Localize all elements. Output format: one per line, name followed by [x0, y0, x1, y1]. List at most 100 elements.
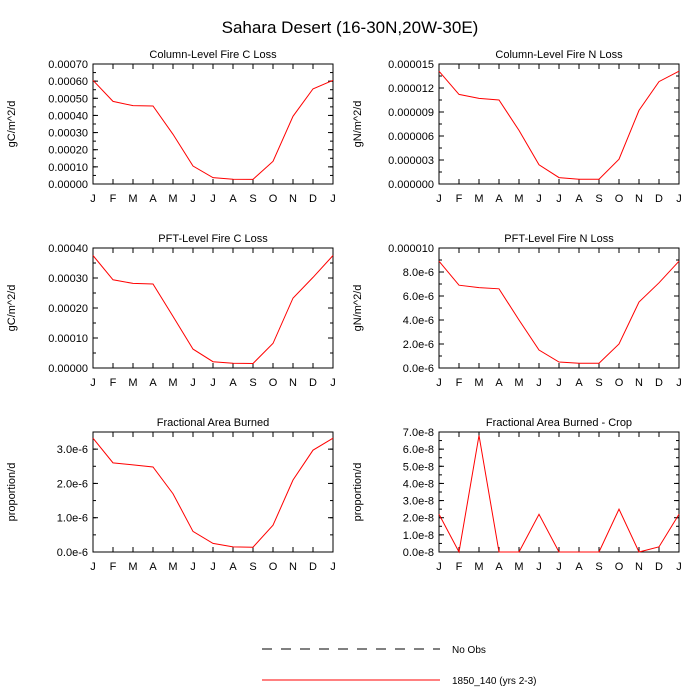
- y-axis-label: gC/m^2/d: [6, 285, 18, 332]
- x-tick-label: S: [595, 193, 602, 205]
- y-tick-label: 0.00000: [48, 363, 88, 375]
- x-tick-label: N: [289, 193, 297, 205]
- y-tick-label: 2.0e-8: [403, 513, 434, 525]
- y-tick-label: 8.0e-6: [403, 267, 434, 279]
- legend-label-no-obs: No Obs: [452, 645, 486, 656]
- x-tick-label: A: [229, 561, 237, 573]
- chart-panel-6: Fractional Area Burned - Crop proportion/…: [352, 417, 682, 573]
- x-tick-label: D: [309, 377, 317, 389]
- x-tick-label: J: [556, 193, 562, 205]
- y-tick-label: 0.000006: [388, 131, 434, 143]
- x-tick-label: J: [556, 561, 562, 573]
- legend-label-model: 1850_140 (yrs 2-3): [452, 676, 537, 687]
- x-tick-label: J: [556, 377, 562, 389]
- x-tick-label: A: [495, 377, 503, 389]
- y-tick-label: 1.0e-8: [403, 530, 434, 542]
- x-tick-label: M: [168, 193, 177, 205]
- x-tick-label: J: [330, 561, 336, 573]
- x-tick-label: S: [249, 561, 256, 573]
- x-tick-label: O: [615, 377, 624, 389]
- x-tick-label: J: [536, 377, 542, 389]
- x-tick-label: A: [149, 561, 157, 573]
- x-tick-label: J: [536, 193, 542, 205]
- x-tick-label: M: [474, 193, 483, 205]
- plot-frame: [438, 63, 680, 185]
- y-tick-label: 0.00040: [48, 110, 88, 122]
- x-tick-label: S: [595, 377, 602, 389]
- x-tick-label: S: [595, 561, 602, 573]
- series-line: [438, 70, 680, 180]
- x-tick-label: F: [110, 377, 117, 389]
- x-tick-label: M: [474, 561, 483, 573]
- x-tick-label: A: [575, 561, 583, 573]
- x-tick-label: J: [676, 377, 682, 389]
- y-axis-label: proportion/d: [352, 463, 364, 522]
- x-tick-label: A: [229, 193, 237, 205]
- x-tick-label: J: [436, 561, 442, 573]
- x-tick-label: N: [635, 377, 643, 389]
- x-tick-label: A: [229, 377, 237, 389]
- y-tick-label: 0.000003: [388, 155, 434, 167]
- panel-title: Fractional Area Burned: [157, 417, 270, 429]
- y-tick-label: 1.0e-6: [57, 513, 88, 525]
- y-tick-label: 0.00010: [48, 333, 88, 345]
- x-tick-label: N: [635, 193, 643, 205]
- x-tick-label: J: [190, 561, 196, 573]
- y-tick-label: 0.00010: [48, 162, 88, 174]
- main-title: Sahara Desert (16-30N,20W-30E): [222, 18, 479, 37]
- y-tick-label: 0.00050: [48, 93, 88, 105]
- chart-panel-4: PFT-Level Fire N Loss gN/m^2/d 0.0e-6 2.0e-…: [352, 233, 682, 389]
- y-axis-label: proportion/d: [6, 463, 18, 522]
- x-tick-label: J: [676, 193, 682, 205]
- x-tick-label: A: [495, 193, 503, 205]
- y-tick-label: 0.00070: [48, 59, 88, 71]
- series-line: [438, 435, 680, 554]
- x-tick-label: J: [436, 377, 442, 389]
- y-tick-label: 0.000009: [388, 107, 434, 119]
- x-tick-label: N: [289, 377, 297, 389]
- x-tick-label: J: [330, 377, 336, 389]
- x-tick-label: A: [495, 561, 503, 573]
- y-tick-label: 0.000012: [388, 83, 434, 95]
- plot-frame: [438, 247, 680, 369]
- plot-frame: [438, 431, 680, 553]
- y-tick-label: 0.00000: [48, 179, 88, 191]
- panel-title: Column-Level Fire N Loss: [495, 49, 623, 61]
- x-tick-label: J: [676, 561, 682, 573]
- panel-title: PFT-Level Fire N Loss: [504, 233, 614, 245]
- panel-title: Fractional Area Burned - Crop: [486, 417, 632, 429]
- x-tick-label: J: [330, 193, 336, 205]
- x-tick-label: M: [128, 561, 137, 573]
- x-tick-label: F: [110, 561, 117, 573]
- y-tick-label: 7.0e-8: [403, 427, 434, 439]
- panel-title: Column-Level Fire C Loss: [149, 49, 277, 61]
- y-tick-label: 2.0e-6: [403, 339, 434, 351]
- y-tick-label: 0.000010: [388, 243, 434, 255]
- series-line: [92, 255, 334, 365]
- chart-panel-1: Column-Level Fire C Loss gC/m^2/d 0.00000 0…: [6, 49, 336, 205]
- legend: No Obs 1850_140 (yrs 2-3): [262, 645, 537, 687]
- x-tick-label: D: [655, 193, 663, 205]
- x-tick-label: D: [655, 377, 663, 389]
- x-tick-label: O: [615, 193, 624, 205]
- chart-panel-2: Column-Level Fire N Loss gN/m^2/d 0.000000…: [352, 49, 682, 205]
- y-tick-label: 6.0e-8: [403, 444, 434, 456]
- x-tick-label: N: [635, 561, 643, 573]
- x-tick-label: M: [128, 193, 137, 205]
- x-tick-label: M: [168, 377, 177, 389]
- x-tick-label: A: [575, 193, 583, 205]
- plot-frame: [92, 247, 334, 369]
- panels: Column-Level Fire C Loss gC/m^2/d 0.00000 0…: [6, 49, 682, 573]
- x-tick-label: J: [190, 193, 196, 205]
- x-tick-label: J: [436, 193, 442, 205]
- y-tick-label: 2.0e-6: [57, 478, 88, 490]
- y-tick-label: 4.0e-8: [403, 478, 434, 490]
- y-tick-label: 3.0e-6: [57, 444, 88, 456]
- y-tick-label: 0.00060: [48, 76, 88, 88]
- plot-frame: [92, 431, 334, 553]
- x-tick-label: O: [269, 193, 278, 205]
- x-tick-label: O: [615, 561, 624, 573]
- x-tick-label: F: [456, 377, 463, 389]
- x-tick-label: S: [249, 377, 256, 389]
